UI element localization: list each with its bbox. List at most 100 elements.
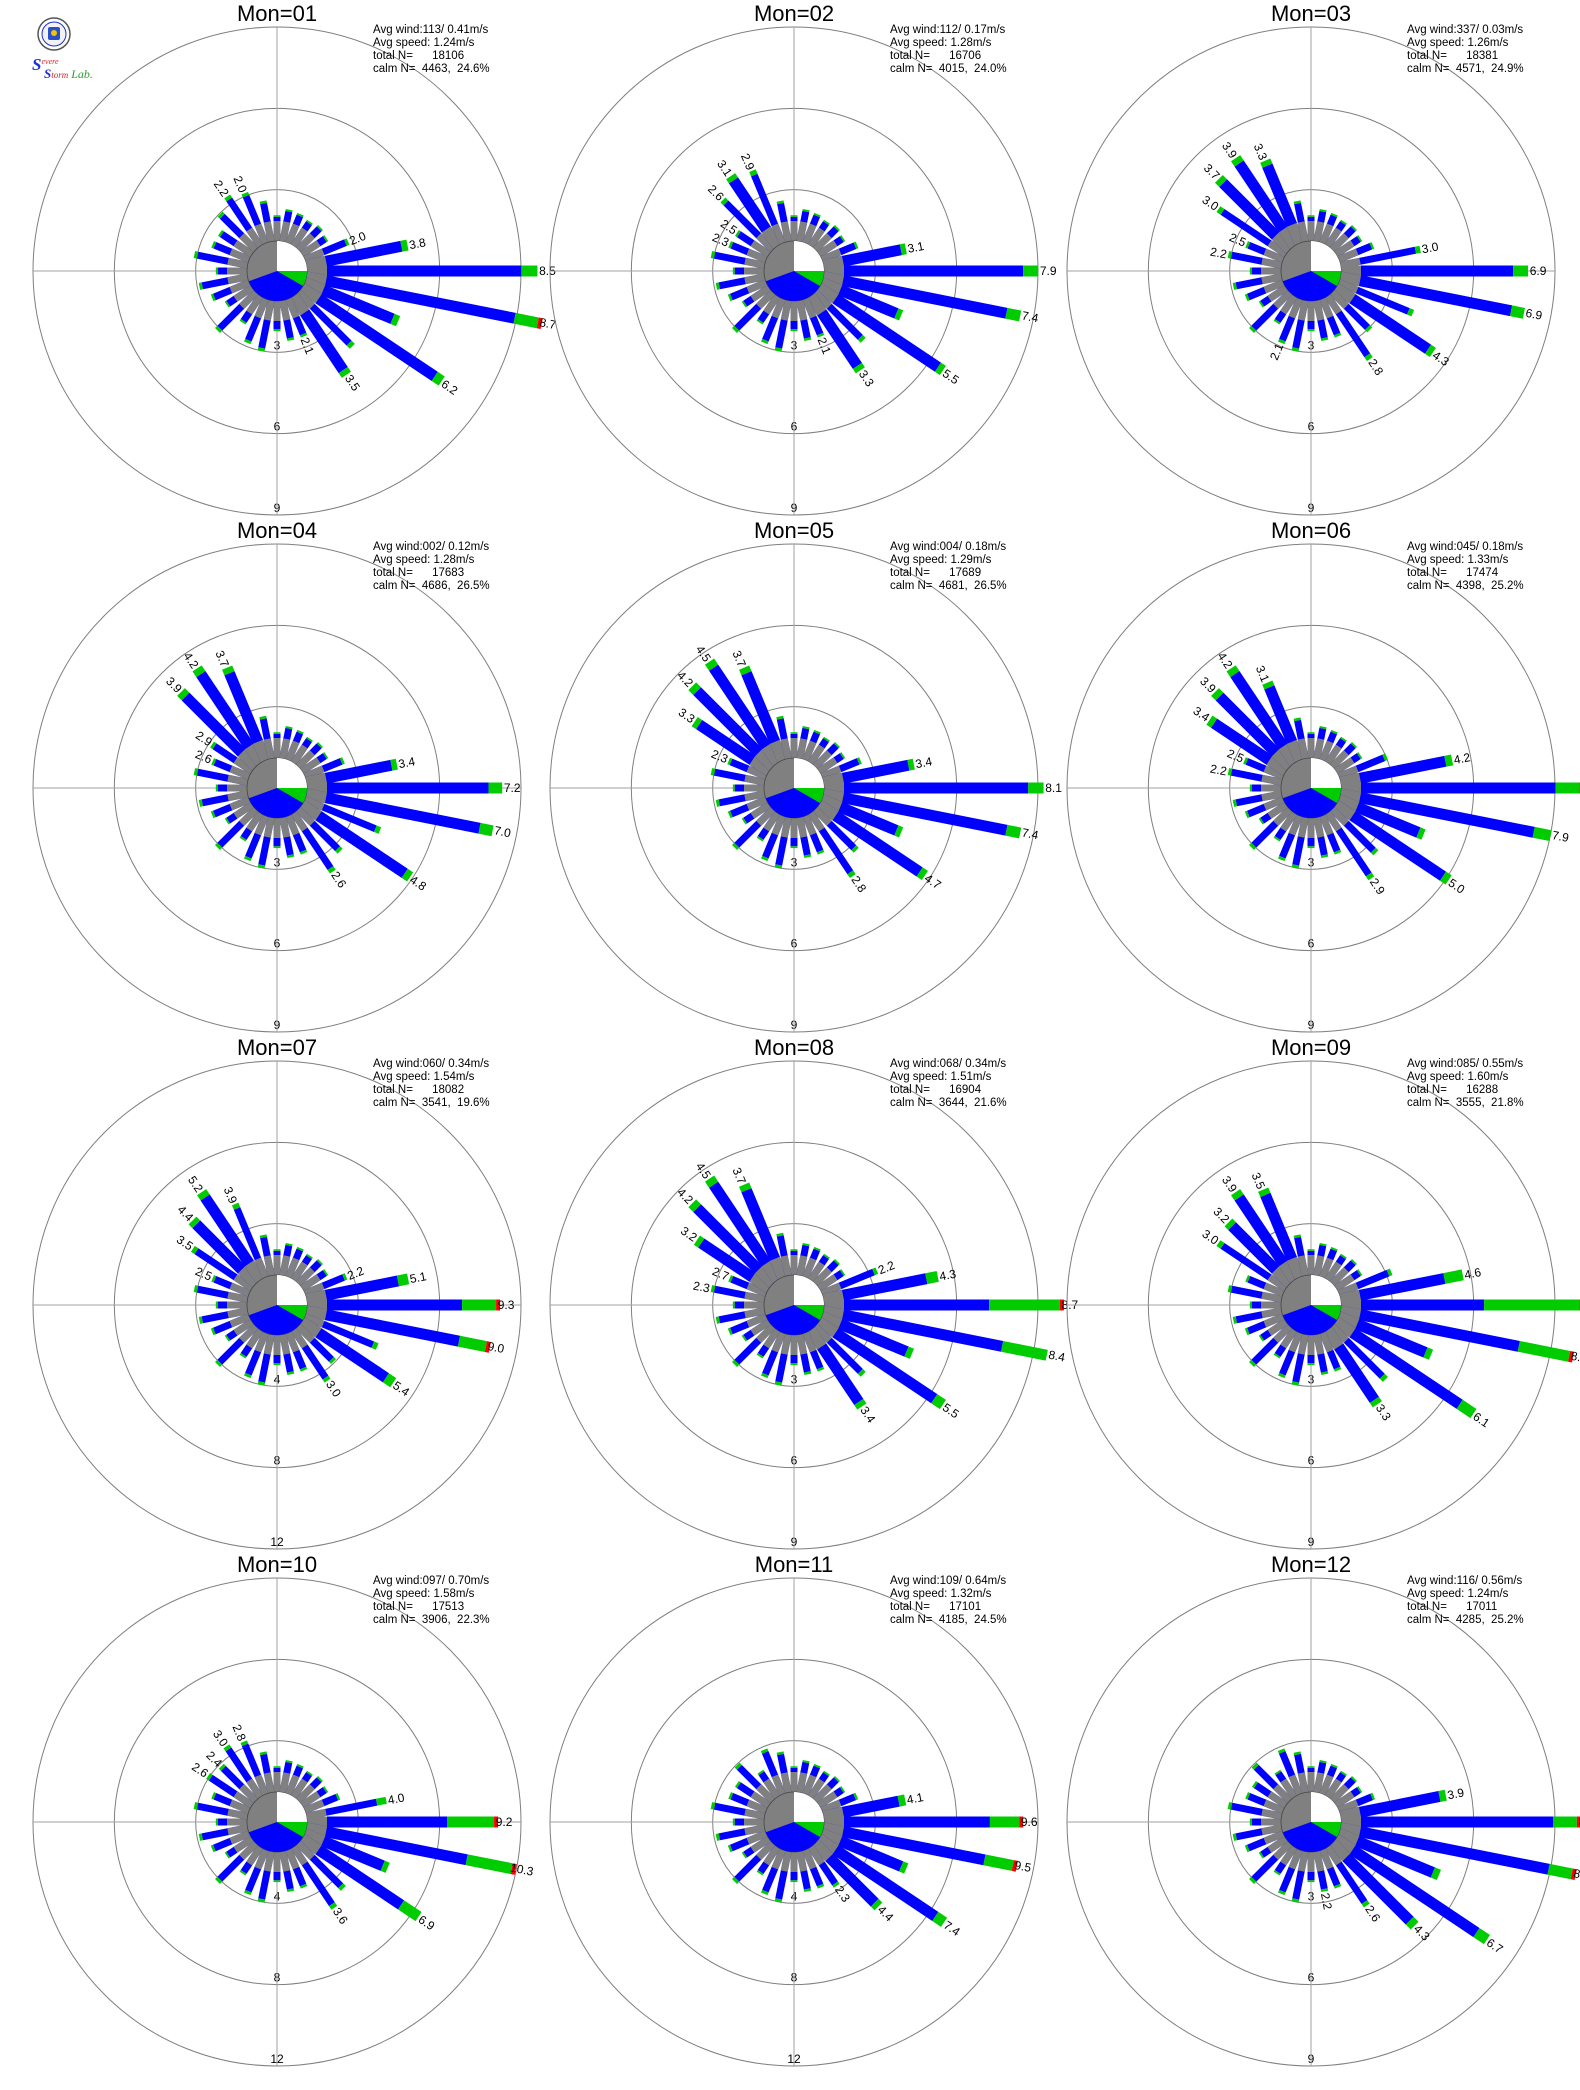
panel-title: Mon=05 <box>754 518 834 543</box>
petal-calm <box>233 801 255 819</box>
petal-calm <box>763 293 781 315</box>
petal-green <box>907 758 915 771</box>
petal-green <box>322 235 329 242</box>
petal-green <box>741 817 748 825</box>
petal-green <box>1211 688 1224 701</box>
petal-green <box>259 715 267 720</box>
petal-green <box>306 736 313 743</box>
petal-green <box>1227 768 1233 776</box>
petal-calm <box>227 1824 249 1836</box>
petal-calm <box>763 1327 781 1349</box>
petal-calm <box>298 1834 322 1855</box>
petal-value-label: 2.1 <box>298 335 317 356</box>
petal-green <box>839 752 846 759</box>
petal-calm <box>771 1331 786 1353</box>
petal-green <box>1273 1353 1281 1359</box>
petal-value-label: 4.3 <box>938 1267 957 1284</box>
petal-green <box>1260 158 1273 168</box>
petal-green <box>1333 849 1342 855</box>
stats-line: Avg wind:112/ 0.17m/s <box>890 24 1006 36</box>
petal-calm <box>1271 748 1294 771</box>
petal-calm <box>279 738 291 760</box>
petal-calm <box>796 1333 808 1355</box>
petal-calm <box>299 757 321 775</box>
petal-calm <box>1319 1774 1334 1796</box>
petal-green <box>1273 1870 1281 1876</box>
petal-calm <box>303 248 325 263</box>
petal-green <box>390 313 401 327</box>
petal-green <box>1005 307 1022 322</box>
petal-blue <box>822 271 1008 319</box>
petal-green <box>816 332 825 338</box>
petal-green <box>1245 1792 1251 1800</box>
stats-line: Avg wind:337/ 0.03m/s <box>1407 24 1523 36</box>
petal-red <box>484 1341 491 1353</box>
petal-calm <box>1324 744 1342 766</box>
petal-calm <box>1319 223 1334 245</box>
petal-calm <box>254 297 269 319</box>
petal-calm <box>1333 757 1355 775</box>
petal-green <box>760 1748 769 1754</box>
petal-green <box>316 742 323 749</box>
calm-pie-white <box>794 1275 824 1305</box>
petal-calm <box>305 1289 328 1305</box>
petal-calm <box>756 806 776 826</box>
petal-calm <box>807 1844 825 1866</box>
petal-green <box>813 729 821 735</box>
stats-line: Avg speed: 1.54m/s <box>373 1071 475 1083</box>
petal-green <box>833 1776 840 1783</box>
petal-calm <box>1333 1791 1355 1809</box>
petal-green <box>1258 817 1265 825</box>
petal-blue <box>1339 1822 1550 1875</box>
petal-calm <box>1337 1282 1359 1297</box>
petal-green <box>1361 1900 1370 1908</box>
petal-green <box>1258 1851 1265 1859</box>
petal-calm <box>796 1772 808 1794</box>
panel-title: Mon=11 <box>755 1552 833 1577</box>
petal-calm <box>769 739 788 763</box>
petal-calm <box>1261 1291 1283 1303</box>
petal-calm <box>819 1311 843 1330</box>
petal-green <box>1414 245 1421 254</box>
stats-line: calm N= 4681, 26.5% <box>890 580 1007 592</box>
calm-pie-green <box>794 1305 824 1320</box>
petal-calm <box>305 788 328 804</box>
petal-green <box>342 1273 348 1281</box>
petal-calm <box>1319 1257 1334 1279</box>
petal-calm <box>299 240 321 258</box>
petal-blue <box>1332 1834 1480 1938</box>
petal-green <box>899 1861 909 1874</box>
petal-green <box>1245 1275 1251 1283</box>
petal-blue <box>815 283 942 372</box>
petal-calm <box>796 221 808 243</box>
petal-calm <box>263 299 275 321</box>
petal-calm <box>822 788 845 804</box>
petal-calm <box>749 1272 773 1293</box>
petal-green <box>1532 826 1552 842</box>
petal-blue <box>822 788 1008 836</box>
petal-calm <box>1337 1799 1359 1814</box>
petal-calm <box>780 1850 792 1872</box>
calm-pie-white <box>277 758 307 788</box>
petal-calm <box>812 1784 832 1804</box>
petal-green <box>322 1375 331 1383</box>
petal-green <box>401 868 414 882</box>
petal-calm <box>239 806 259 826</box>
petal-green <box>720 197 729 206</box>
petal-green <box>823 1253 830 1260</box>
petal-green <box>1379 1373 1388 1382</box>
petal-green <box>239 319 247 325</box>
petal-calm <box>254 814 269 836</box>
petal-calm <box>1313 1772 1325 1794</box>
petal-green <box>1278 855 1286 862</box>
petal-calm <box>750 1835 772 1853</box>
petal-green <box>1277 1748 1286 1754</box>
petal-green <box>198 1833 203 1841</box>
petal-green <box>761 338 769 345</box>
petal-calm <box>819 277 843 296</box>
petal-calm <box>756 1784 776 1804</box>
petal-green <box>704 658 719 671</box>
petal-calm <box>285 1774 300 1796</box>
petal-value-label: 6.9 <box>1530 264 1547 278</box>
petal-green <box>339 757 345 765</box>
